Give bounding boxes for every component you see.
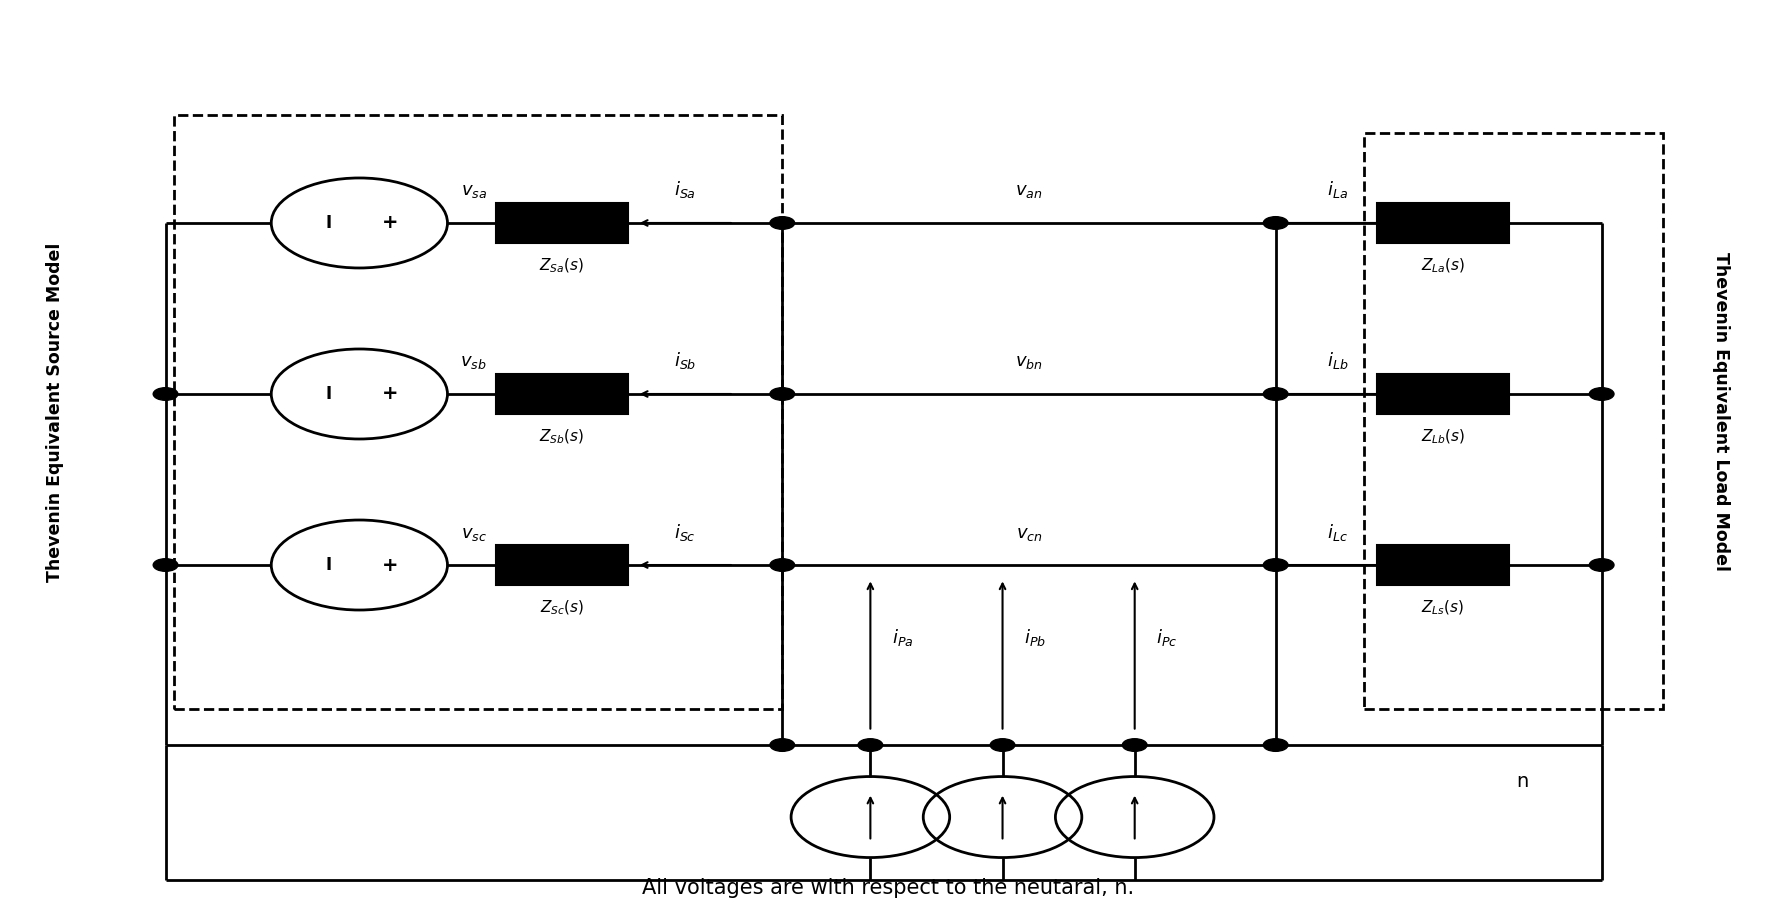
Circle shape	[1122, 739, 1147, 751]
Text: n: n	[1517, 772, 1529, 791]
Text: I: I	[325, 214, 332, 232]
Circle shape	[991, 739, 1014, 751]
Circle shape	[1263, 388, 1288, 400]
Text: $Z_{La}(s)$: $Z_{La}(s)$	[1421, 257, 1465, 275]
Circle shape	[1263, 217, 1288, 229]
Text: +: +	[382, 556, 398, 575]
Circle shape	[1263, 558, 1288, 571]
Bar	[496, 203, 629, 243]
Bar	[496, 374, 629, 414]
Circle shape	[153, 388, 178, 400]
Circle shape	[1263, 739, 1288, 751]
Circle shape	[153, 558, 178, 571]
Text: Thevenin Equivalent Source Model: Thevenin Equivalent Source Model	[46, 242, 64, 581]
Bar	[1376, 545, 1510, 585]
Text: $v_{an}$: $v_{an}$	[1016, 183, 1043, 200]
Text: Thevenin Equivalent Load Model: Thevenin Equivalent Load Model	[1712, 252, 1730, 571]
Circle shape	[858, 739, 883, 751]
Bar	[1376, 203, 1510, 243]
Text: $Z_{Sc}(s)$: $Z_{Sc}(s)$	[540, 599, 584, 617]
Text: $i_{Sb}$: $i_{Sb}$	[675, 350, 696, 371]
Text: $i_{Lc}$: $i_{Lc}$	[1327, 522, 1348, 543]
Text: $i_{Pc}$: $i_{Pc}$	[1156, 626, 1177, 647]
Text: $v_{cn}$: $v_{cn}$	[1016, 525, 1043, 543]
Text: $v_{sa}$: $v_{sa}$	[462, 183, 487, 200]
Circle shape	[771, 388, 794, 400]
Circle shape	[771, 558, 794, 571]
Text: $v_{bn}$: $v_{bn}$	[1016, 354, 1043, 371]
Text: $i_{Lb}$: $i_{Lb}$	[1327, 350, 1348, 371]
Text: $v_{sc}$: $v_{sc}$	[462, 525, 487, 543]
Circle shape	[1590, 558, 1614, 571]
Text: I: I	[325, 556, 332, 574]
Text: $Z_{Sb}(s)$: $Z_{Sb}(s)$	[540, 428, 584, 446]
Text: $i_{La}$: $i_{La}$	[1327, 179, 1348, 200]
Text: $i_{Pa}$: $i_{Pa}$	[892, 626, 913, 647]
Text: $i_{Sc}$: $i_{Sc}$	[675, 522, 696, 543]
Text: $v_{sb}$: $v_{sb}$	[460, 354, 487, 371]
Text: $i_{Pb}$: $i_{Pb}$	[1023, 626, 1046, 647]
Text: $Z_{Lb}(s)$: $Z_{Lb}(s)$	[1421, 428, 1465, 446]
Bar	[1376, 374, 1510, 414]
Text: I: I	[325, 385, 332, 403]
Circle shape	[771, 217, 794, 229]
Text: +: +	[382, 385, 398, 403]
Text: $Z_{Ls}(s)$: $Z_{Ls}(s)$	[1421, 599, 1465, 617]
Bar	[496, 545, 629, 585]
Text: +: +	[382, 214, 398, 232]
Circle shape	[771, 739, 794, 751]
Text: All voltages are with respect to the neutaral, n.: All voltages are with respect to the neu…	[641, 878, 1135, 898]
Text: $Z_{Sa}(s)$: $Z_{Sa}(s)$	[540, 257, 584, 275]
Text: $i_{Sa}$: $i_{Sa}$	[675, 179, 696, 200]
Circle shape	[1590, 388, 1614, 400]
